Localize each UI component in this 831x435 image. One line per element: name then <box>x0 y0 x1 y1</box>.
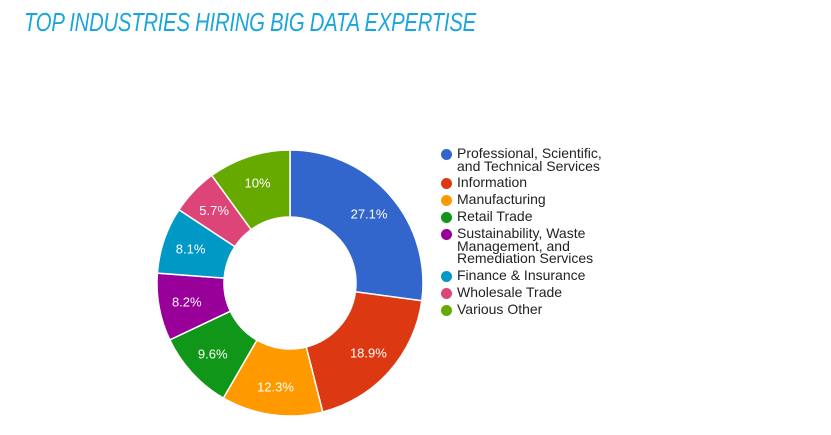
legend-swatch <box>441 178 452 189</box>
slice-value-label: 5.7% <box>199 203 229 218</box>
legend-label: Professional, Scientific, and Technical S… <box>457 145 602 174</box>
legend-item[interactable]: Retail Trade <box>441 209 641 223</box>
slice-value-label: 18.9% <box>350 345 387 360</box>
legend-swatch <box>441 149 452 160</box>
chart-legend: Professional, Scientific, and Technical S… <box>441 146 641 319</box>
legend-label: Manufacturing <box>457 191 546 207</box>
legend-label: Wholesale Trade <box>457 283 563 300</box>
slice-value-label: 8.2% <box>172 295 202 310</box>
legend-item[interactable]: Wholesale Trade <box>441 285 641 299</box>
donut-chart: 27.1% 18.9% 12.3% 9.6% 8.2% 8.1% 5.7% 10% <box>156 149 424 417</box>
donut-slices <box>156 149 424 417</box>
donut-slice[interactable] <box>305 290 423 413</box>
legend-item[interactable]: Professional, Scientific, and Technical S… <box>441 145 641 174</box>
legend-swatch <box>441 304 452 316</box>
legend-item[interactable]: Manufacturing <box>441 192 641 206</box>
slice-value-label: 9.6% <box>198 347 228 362</box>
legend-swatch <box>441 195 452 206</box>
legend-item[interactable]: Information <box>441 175 641 189</box>
legend-swatch <box>441 287 452 299</box>
legend-label: Information <box>457 174 528 190</box>
legend-item[interactable]: Various Other <box>441 302 641 316</box>
legend-swatch <box>441 270 452 282</box>
legend-label: Various Other <box>457 300 543 317</box>
legend-swatch <box>441 229 452 240</box>
chart-title: TOP INDUSTRIES HIRING BIG DATA EXPERTISE <box>24 7 476 37</box>
legend-item[interactable]: Sustainability, Waste Management, and Reme… <box>441 226 641 265</box>
slice-value-label: 8.1% <box>176 242 206 257</box>
slice-value-label: 12.3% <box>257 379 294 394</box>
legend-item[interactable]: Finance & Insurance <box>441 268 641 282</box>
slice-value-label: 27.1% <box>351 206 388 221</box>
donut-slice[interactable] <box>210 149 291 231</box>
donut-slice-labels: 27.1% 18.9% 12.3% 9.6% 8.2% 8.1% 5.7% 10% <box>172 176 388 395</box>
legend-label: Finance & Insurance <box>457 266 586 283</box>
donut-slice[interactable] <box>289 149 424 302</box>
legend-label: Sustainability, Waste Management, and Reme… <box>457 225 594 266</box>
slice-value-label: 10% <box>245 176 271 191</box>
legend-swatch <box>441 212 452 223</box>
legend-label: Retail Trade <box>457 208 533 224</box>
